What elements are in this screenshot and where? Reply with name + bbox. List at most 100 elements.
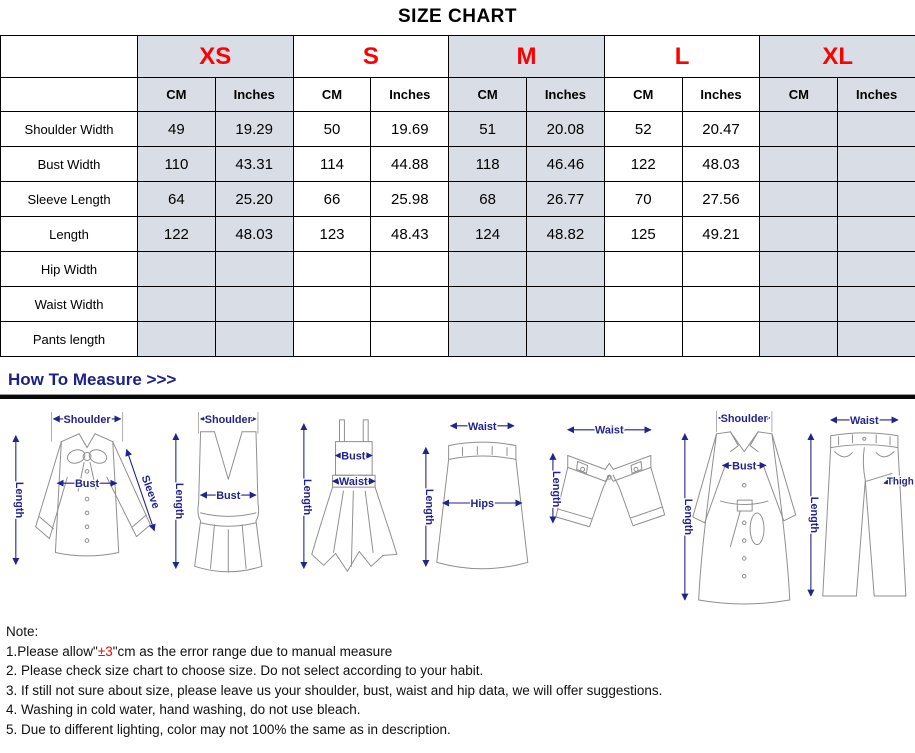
value-cell: 118 <box>448 146 528 182</box>
size-header-xl: XL <box>759 35 915 78</box>
value-cell <box>681 251 761 287</box>
unit-cell: Inches <box>681 77 761 112</box>
value-cell <box>603 321 683 357</box>
value-cell <box>837 181 915 217</box>
divider-bar <box>0 394 915 399</box>
value-cell: 68 <box>448 181 528 217</box>
corner-cell <box>0 77 138 112</box>
skirt-hips-label: Hips <box>471 498 495 510</box>
value-cell: 49 <box>137 111 216 147</box>
value-cell: 19.29 <box>214 111 294 147</box>
unit-cell: Inches <box>370 77 450 112</box>
unit-cell: Inches <box>526 77 605 112</box>
value-cell <box>370 321 450 357</box>
blouse-diagram: Shoulder Length Bust Sleeve <box>12 411 163 566</box>
size-header-row: XS S M L XL <box>0 35 915 78</box>
value-cell: 49.21 <box>681 216 761 252</box>
skirt-diagram: Waist Hips Length <box>422 420 529 570</box>
value-cell <box>448 251 528 287</box>
value-cell: 20.08 <box>526 111 605 147</box>
dress-diagram: Length Bust Waist <box>299 419 398 572</box>
coat-length-label: Length <box>682 499 694 535</box>
value-cell <box>837 216 915 252</box>
value-cell <box>837 251 915 287</box>
table-row: Length 122 48.03 123 48.43 124 48.82 125… <box>0 216 915 252</box>
unit-cell: CM <box>292 77 372 112</box>
tank-diagram: Shoulder Length Bust <box>172 411 263 573</box>
notes-heading: Note: <box>6 624 39 639</box>
note-line-4: 4. Washing in cold water, hand washing, … <box>6 702 361 717</box>
shorts-diagram: Waist Length <box>549 424 666 528</box>
value-cell: 110 <box>137 146 216 182</box>
row-label-cell: Length <box>0 216 138 252</box>
skirt-waist-label: Waist <box>468 421 497 433</box>
note-line-3: 3. If still not sure about size, please … <box>6 682 663 698</box>
shorts-waist-label: Waist <box>595 425 624 437</box>
pants-waist-label: Waist <box>850 415 879 427</box>
value-cell: 66 <box>292 181 372 217</box>
note-line-1: 1.Please allow"±3"cm as the error range … <box>6 642 915 662</box>
corner-cell <box>0 35 138 78</box>
value-cell: 52 <box>603 111 683 147</box>
value-cell <box>681 286 761 322</box>
value-cell <box>137 251 216 287</box>
table-row: Bust Width 110 43.31 114 44.88 118 46.46… <box>0 146 915 182</box>
value-cell: 27.56 <box>681 181 761 217</box>
row-label-cell: Hip Width <box>0 251 138 287</box>
pants-length-label: Length <box>808 497 820 533</box>
note-line-5: 5. Due to different lighting, color may … <box>6 721 451 737</box>
value-cell: 48.03 <box>681 146 761 182</box>
value-cell <box>214 286 294 322</box>
unit-cell: CM <box>603 77 683 112</box>
value-cell: 25.20 <box>214 181 294 217</box>
row-label-cell: Shoulder Width <box>0 111 138 147</box>
value-cell <box>603 286 683 322</box>
value-cell <box>137 321 216 357</box>
blouse-length-label: Length <box>13 482 25 518</box>
size-header-s: S <box>292 35 450 78</box>
row-label-cell: Bust Width <box>0 146 138 182</box>
value-cell <box>837 286 915 322</box>
dress-length-label: Length <box>301 479 313 515</box>
note-1-suffix: "cm as the error range due to manual mea… <box>112 643 393 659</box>
value-cell <box>759 181 839 217</box>
value-cell: 70 <box>603 181 683 217</box>
value-cell <box>370 251 450 287</box>
dress-bust-label: Bust <box>341 450 366 462</box>
value-cell <box>214 251 294 287</box>
value-cell: 123 <box>292 216 372 252</box>
value-cell <box>526 321 605 357</box>
value-cell <box>759 321 839 357</box>
size-header-xs: XS <box>137 35 294 78</box>
tank-shoulder-label: Shoulder <box>205 414 253 426</box>
notes-section: Note: 1.Please allow"±3"cm as the error … <box>0 610 915 739</box>
size-header-m: M <box>448 35 605 78</box>
pants-diagram: Waist Thigh Length <box>807 414 915 597</box>
value-cell <box>526 286 605 322</box>
value-cell <box>526 251 605 287</box>
value-cell <box>837 111 915 147</box>
value-cell: 50 <box>292 111 372 147</box>
value-cell <box>681 321 761 357</box>
value-cell <box>448 286 528 322</box>
note-1-prefix: 1.Please allow" <box>6 643 98 659</box>
value-cell <box>137 286 216 322</box>
unit-cell: CM <box>137 77 216 112</box>
value-cell <box>759 216 839 252</box>
value-cell <box>292 286 372 322</box>
pants-thigh-label: Thigh <box>887 476 914 487</box>
unit-cell: CM <box>759 77 839 112</box>
value-cell <box>292 251 372 287</box>
dress-waist-label: Waist <box>339 476 368 488</box>
tank-length-label: Length <box>173 483 185 519</box>
value-cell: 26.77 <box>526 181 605 217</box>
value-cell: 44.88 <box>370 146 450 182</box>
page-title: SIZE CHART <box>398 6 517 27</box>
table-row: Shoulder Width 49 19.29 50 19.69 51 20.0… <box>0 111 915 147</box>
tank-bust-label: Bust <box>216 490 241 502</box>
value-cell <box>759 251 839 287</box>
blouse-bust-label: Bust <box>75 478 100 490</box>
table-row: Waist Width <box>0 286 915 322</box>
coat-shoulder-label: Shoulder <box>720 413 768 425</box>
table-row: Sleeve Length 64 25.20 66 25.98 68 26.77… <box>0 181 915 217</box>
